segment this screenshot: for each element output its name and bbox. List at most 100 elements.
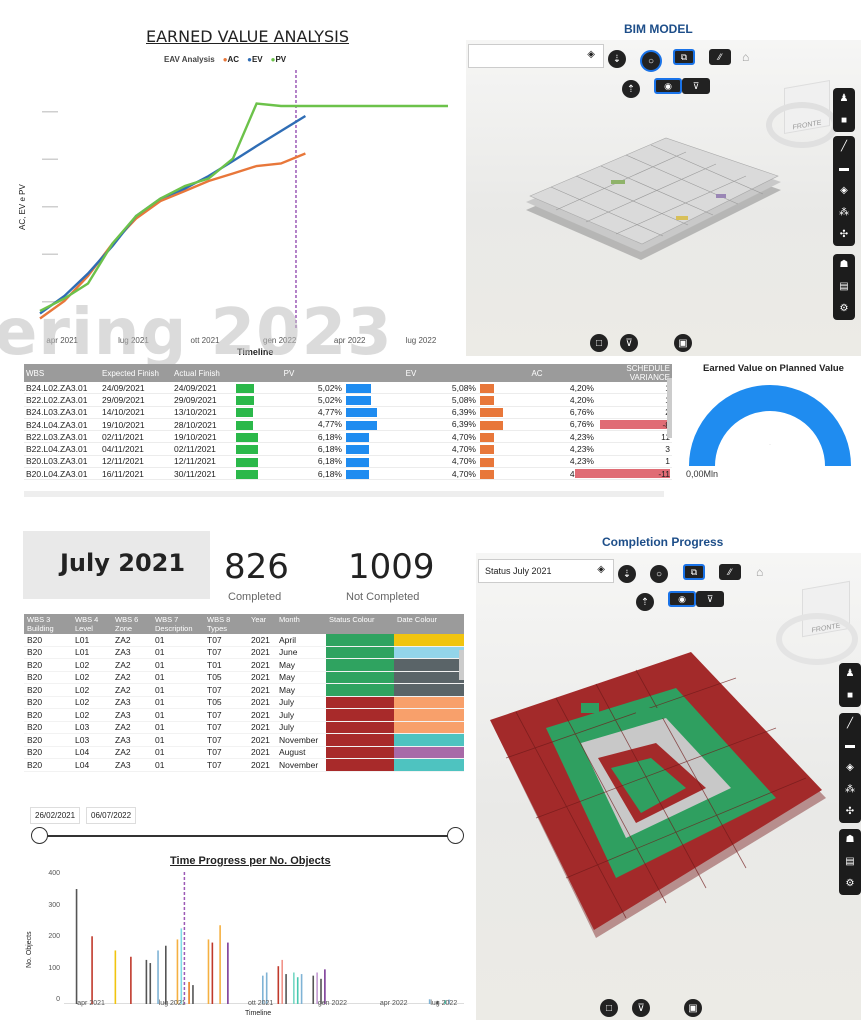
progress-bar[interactable] <box>211 942 214 1004</box>
completion-model-3d[interactable] <box>486 648 831 948</box>
folder-icon[interactable]: ▬ <box>845 740 855 751</box>
explode-icon[interactable]: ⁂ <box>839 207 849 218</box>
progress-bar[interactable] <box>277 966 280 1004</box>
progress-bar[interactable] <box>114 950 117 1004</box>
legend-item-ac[interactable]: ●AC <box>222 55 240 64</box>
col-status-colour[interactable]: Status Colour <box>326 614 394 634</box>
ev-table-row[interactable]: B24.L02.ZA3.01 24/09/2021 24/09/2021 5,02% 5… <box>24 382 672 395</box>
progress-bar[interactable] <box>207 939 210 1004</box>
home-icon[interactable]: ⌂ <box>756 565 764 579</box>
save-icon[interactable]: ▣ <box>674 334 692 352</box>
ev-table-hscroll[interactable] <box>24 491 664 497</box>
status-table-row[interactable]: B20 L02 ZA3 01 T07 2021 July <box>24 708 464 722</box>
filter-icon[interactable]: ⊽ <box>696 591 724 607</box>
progress-bar[interactable] <box>296 977 299 1004</box>
ev-table-row[interactable]: B20.L04.ZA3.01 16/11/2021 30/11/2021 6,18% 4… <box>24 467 672 481</box>
status-table-container[interactable]: WBS 3 Building WBS 4 Level WBS 6 Zone WB… <box>24 614 464 772</box>
progress-bar[interactable] <box>149 963 152 1004</box>
tree-icon[interactable]: ☗ <box>845 834 855 845</box>
status-table-scrollbar[interactable] <box>459 650 464 680</box>
progress-bar[interactable] <box>312 975 315 1004</box>
date-slider-track[interactable] <box>40 835 456 837</box>
hatch-icon[interactable]: ⁄⁄ <box>709 49 731 65</box>
legend-item-ev[interactable]: ●EV <box>247 55 263 64</box>
progress-bar[interactable] <box>265 972 268 1005</box>
fit-view-icon[interactable]: □ <box>600 999 618 1017</box>
measure-icon[interactable]: ╱ <box>846 718 854 729</box>
settings-icon[interactable]: ⚙ <box>839 303 849 314</box>
progress-bar[interactable] <box>157 950 159 1004</box>
fit-view-icon[interactable]: □ <box>590 334 608 352</box>
series-line-pv[interactable] <box>39 102 448 313</box>
camera-icon[interactable]: ■ <box>840 115 848 126</box>
person-icon[interactable]: ♟ <box>839 93 849 104</box>
properties-icon[interactable]: ▤ <box>845 856 855 867</box>
section-icon[interactable]: ✣ <box>839 229 849 240</box>
layers-icon[interactable]: ◈ <box>597 564 605 575</box>
progress-bar[interactable] <box>262 975 264 1004</box>
progress-bar[interactable] <box>165 945 167 1004</box>
tree-icon[interactable]: ☗ <box>839 259 849 270</box>
progress-bar[interactable] <box>444 1000 446 1004</box>
completion-search-box[interactable]: Status July 2021 ◈ <box>478 559 614 583</box>
camera-icon[interactable]: ■ <box>846 690 854 701</box>
ev-table-row[interactable]: B24.L04.ZA3.01 19/10/2021 28/10/2021 4,77% 6… <box>24 418 672 432</box>
upload-icon[interactable]: ⇡ <box>622 80 640 98</box>
col-pv[interactable]: PV <box>234 364 344 382</box>
properties-icon[interactable]: ▤ <box>839 281 849 292</box>
status-table-row[interactable]: B20 L02 ZA2 01 T05 2021 May <box>24 671 464 684</box>
clear-filter-icon[interactable]: ⊽ <box>620 334 638 352</box>
progress-bar[interactable] <box>145 959 148 1004</box>
date-slider-handle-end[interactable] <box>447 827 464 844</box>
copy-icon[interactable]: ⧉ <box>683 564 705 580</box>
completion-viewer[interactable]: Status July 2021 ◈ ⇣ ○ ⧉ ⁄⁄ ⌂ ⇡ ◉ ⊽ FRON… <box>476 553 861 1020</box>
folder-icon[interactable]: ▬ <box>839 163 849 174</box>
col-building[interactable]: WBS 3 Building <box>24 614 72 634</box>
date-slider-handle-start[interactable] <box>31 827 48 844</box>
status-table-row[interactable]: B20 L04 ZA3 01 T07 2021 November <box>24 758 464 772</box>
slider-start-date[interactable]: 26/02/2021 <box>30 807 81 824</box>
layers-icon[interactable]: ◈ <box>846 762 854 773</box>
explode-icon[interactable]: ⁂ <box>845 784 855 795</box>
upload-icon[interactable]: ⇡ <box>636 593 654 611</box>
progress-bar[interactable] <box>188 981 190 1004</box>
col-expected-finish[interactable]: Expected Finish <box>100 364 172 382</box>
slider-end-date[interactable]: 06/07/2022 <box>86 807 137 824</box>
progress-bar[interactable] <box>316 972 318 1005</box>
progress-bar[interactable] <box>448 999 450 1004</box>
ev-table-container[interactable]: WBS Expected Finish Actual Finish PV EV … <box>24 364 672 490</box>
col-description[interactable]: WBS 7 Description <box>152 614 204 634</box>
col-level[interactable]: WBS 4 Level <box>72 614 112 634</box>
section-icon[interactable]: ✣ <box>845 806 855 817</box>
progress-bar[interactable] <box>436 1000 439 1004</box>
measure-icon[interactable]: ╱ <box>840 141 848 152</box>
target-icon[interactable]: ○ <box>640 50 662 72</box>
status-table-row[interactable]: B20 L01 ZA3 01 T07 2021 June <box>24 646 464 659</box>
progress-bar[interactable] <box>91 936 93 1004</box>
status-table-row[interactable]: B20 L02 ZA2 01 T07 2021 May <box>24 683 464 697</box>
col-ac[interactable]: AC <box>478 364 596 382</box>
col-wbs[interactable]: WBS <box>24 364 100 382</box>
legend-item-pv[interactable]: ●PV <box>270 55 287 64</box>
progress-bar[interactable] <box>320 978 322 1004</box>
layers-icon[interactable]: ◈ <box>587 49 595 60</box>
status-table-row[interactable]: B20 L04 ZA2 01 T07 2021 August <box>24 746 464 759</box>
status-table-row[interactable]: B20 L03 ZA2 01 T07 2021 July <box>24 721 464 734</box>
col-actual-finish[interactable]: Actual Finish <box>172 364 234 382</box>
progress-bar[interactable] <box>281 959 283 1004</box>
home-icon[interactable]: ⌂ <box>742 50 750 64</box>
col-schedule-variance[interactable]: SCHEDULE VARIANCE <box>596 364 672 382</box>
ev-table-row[interactable]: B22.L04.ZA3.01 04/11/2021 02/11/2021 6,18% 4… <box>24 442 672 456</box>
progress-bar[interactable] <box>192 985 194 1004</box>
col-year[interactable]: Year <box>248 614 276 634</box>
download-icon[interactable]: ⇣ <box>608 50 626 68</box>
layers-icon[interactable]: ◈ <box>840 185 848 196</box>
download-icon[interactable]: ⇣ <box>618 565 636 583</box>
progress-bar[interactable] <box>227 942 229 1004</box>
series-line-ac[interactable] <box>39 152 306 320</box>
ev-table-row[interactable]: B24.L03.ZA3.01 14/10/2021 13/10/2021 4,77% 6… <box>24 406 672 419</box>
settings-icon[interactable]: ⚙ <box>845 878 855 889</box>
progress-bar[interactable] <box>219 925 221 1004</box>
filter-icon[interactable]: ⊽ <box>682 78 710 94</box>
record-icon[interactable]: ◉ <box>668 591 696 607</box>
